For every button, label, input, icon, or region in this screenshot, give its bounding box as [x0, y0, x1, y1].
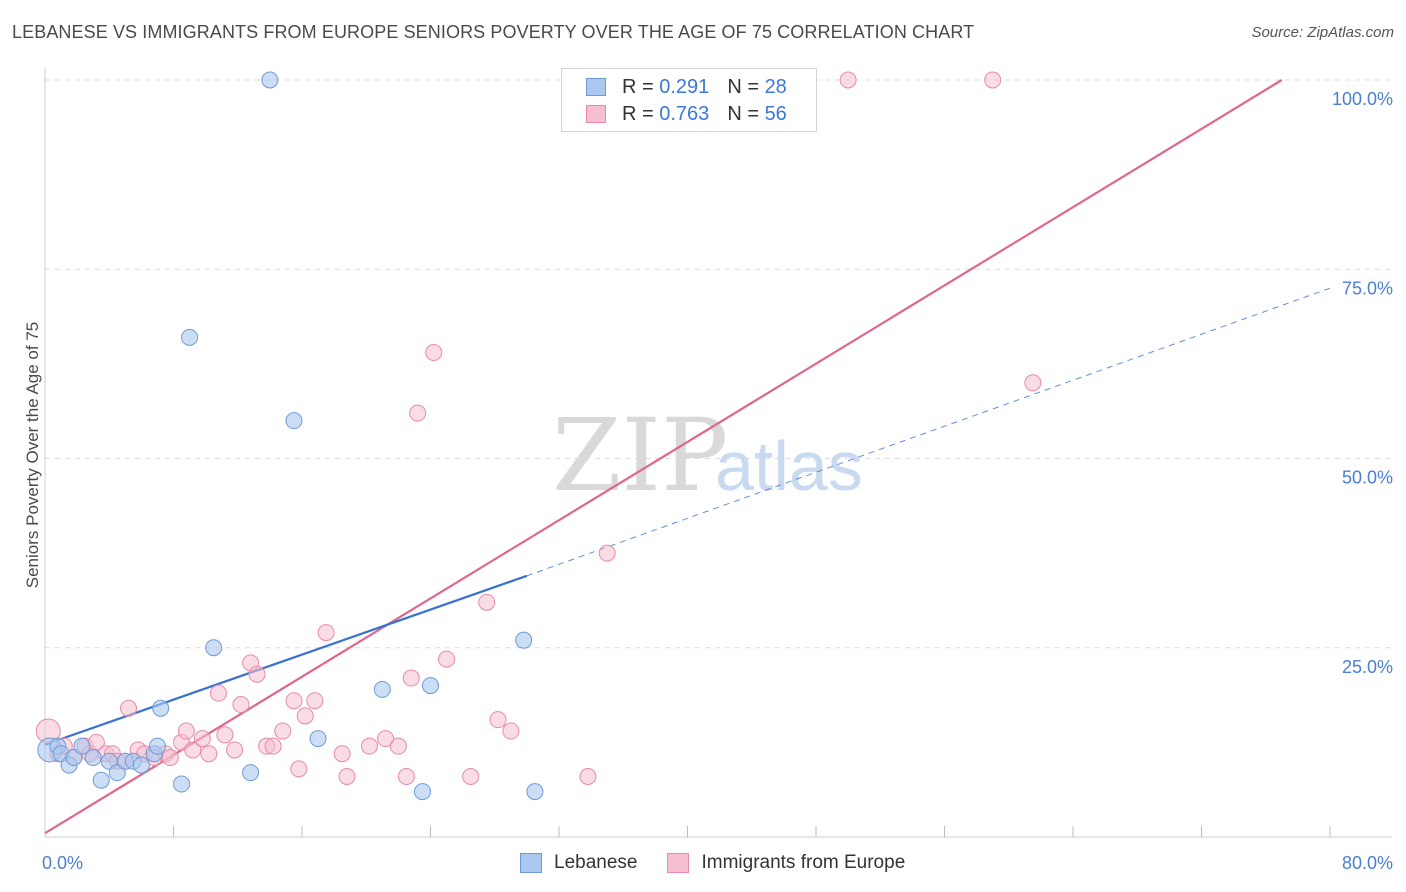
data-point-immigrants	[984, 71, 1002, 89]
legend-swatch-immigrants	[667, 853, 690, 873]
legend-n-value: 56	[764, 102, 787, 125]
data-point-immigrants	[839, 71, 857, 89]
data-point-immigrants	[248, 665, 266, 683]
y-tick-label: 75.0%	[1342, 278, 1393, 298]
data-point-immigrants	[338, 767, 356, 785]
data-point-lebanese	[285, 412, 303, 430]
data-point-lebanese	[373, 680, 391, 698]
data-point-lebanese	[422, 677, 439, 695]
data-point-immigrants	[425, 344, 443, 362]
legend-row-lebanese: R = 0.291 N = 28	[586, 75, 787, 99]
gridlines	[45, 79, 1392, 649]
data-point-lebanese	[526, 783, 544, 801]
legend-item-immigrants[interactable]: Immigrants from Europe	[667, 852, 905, 874]
data-point-immigrants	[296, 707, 314, 725]
legend-r-label: R =	[622, 102, 654, 125]
data-point-lebanese	[261, 71, 279, 89]
data-point-immigrants	[290, 760, 308, 778]
legend-n-label: N =	[727, 75, 759, 98]
data-point-immigrants	[438, 650, 456, 668]
data-point-lebanese	[413, 783, 431, 801]
y-axis-label: Seniors Poverty Over the Age of 75	[23, 322, 42, 588]
data-point-lebanese	[73, 737, 91, 755]
data-point-immigrants	[409, 404, 427, 422]
data-point-immigrants	[377, 730, 395, 748]
data-point-immigrants	[177, 722, 195, 740]
data-point-lebanese	[173, 775, 191, 793]
legend-swatch-lebanese	[520, 853, 542, 873]
data-point-immigrants	[402, 669, 420, 687]
data-point-immigrants	[274, 722, 292, 740]
legend-r-value: 0.291	[659, 75, 710, 98]
data-point-lebanese	[92, 771, 110, 789]
data-point-immigrants	[209, 684, 227, 702]
watermark-zip: ZIP	[552, 397, 728, 514]
legend-r-value: 0.763	[659, 102, 710, 125]
data-point-immigrants	[462, 767, 480, 785]
data-point-lebanese	[152, 699, 170, 717]
trend-line-immigrants	[44, 79, 1283, 835]
legend-label-immigrants: Immigrants from Europe	[701, 852, 906, 873]
watermark-atlas: atlas	[715, 427, 863, 505]
x-tick-label: 0.0%	[42, 853, 83, 873]
data-point-immigrants	[184, 741, 202, 759]
y-tick-label: 100.0%	[1332, 89, 1393, 109]
data-point-immigrants	[285, 692, 303, 710]
points-lebanese	[37, 71, 544, 801]
points-immigrants-from-europe	[35, 71, 1042, 785]
data-point-immigrants	[193, 730, 211, 748]
chart-title: LEBANESE VS IMMIGRANTS FROM EUROPE SENIO…	[12, 22, 975, 42]
x-tick-labels: 0.0% 80.0%	[42, 853, 1393, 873]
legend-item-lebanese[interactable]: Lebanese	[520, 852, 637, 874]
data-point-lebanese	[309, 730, 327, 748]
data-point-lebanese	[242, 764, 260, 782]
trend-line-lebanese	[44, 574, 528, 746]
data-point-immigrants	[389, 737, 407, 755]
data-point-lebanese	[132, 756, 150, 774]
data-point-immigrants	[360, 737, 378, 755]
data-point-immigrants	[478, 593, 496, 611]
x-tick-label: 80.0%	[1342, 853, 1393, 873]
data-point-immigrants	[216, 726, 234, 744]
data-point-immigrants	[161, 749, 179, 767]
data-point-immigrants	[489, 711, 507, 729]
data-point-immigrants	[317, 624, 335, 642]
y-tick-label: 50.0%	[1342, 468, 1393, 488]
data-point-lebanese	[181, 328, 199, 346]
data-point-immigrants	[598, 544, 616, 562]
data-point-immigrants	[264, 737, 282, 755]
data-point-immigrants	[397, 767, 415, 785]
data-point-immigrants	[120, 699, 138, 717]
data-point-immigrants	[226, 741, 244, 759]
y-tick-labels: 25.0% 50.0% 75.0% 100.0%	[1332, 89, 1393, 677]
data-point-immigrants	[1024, 374, 1042, 392]
data-point-immigrants	[306, 692, 324, 710]
legend-label-lebanese: Lebanese	[554, 852, 638, 873]
legend-n-label: N =	[727, 102, 759, 125]
data-point-immigrants	[333, 745, 351, 763]
legend-swatch-immigrants	[586, 105, 606, 123]
axes	[44, 68, 1392, 838]
series-legend: Lebanese Immigrants from Europe	[520, 852, 935, 874]
watermark: ZIP atlas	[552, 397, 863, 514]
data-point-lebanese	[205, 639, 223, 657]
data-point-immigrants	[232, 696, 250, 714]
legend-swatch-lebanese	[586, 78, 606, 96]
trend-lines	[44, 79, 1331, 835]
y-tick-label: 25.0%	[1342, 657, 1393, 677]
legend-r-label: R =	[622, 75, 654, 98]
legend-n-value: 28	[764, 75, 787, 98]
data-point-immigrants	[579, 767, 597, 785]
source-label: Source: ZipAtlas.com	[1251, 24, 1394, 41]
data-point-lebanese	[84, 749, 102, 767]
data-point-lebanese	[515, 631, 533, 649]
data-point-immigrants	[502, 722, 520, 740]
data-point-lebanese	[148, 737, 166, 755]
data-point-immigrants	[200, 745, 218, 763]
legend-row-immigrants: R = 0.763 N = 56	[586, 102, 787, 126]
correlation-legend: R = 0.291 N = 28 R = 0.763 N = 56	[561, 68, 817, 132]
